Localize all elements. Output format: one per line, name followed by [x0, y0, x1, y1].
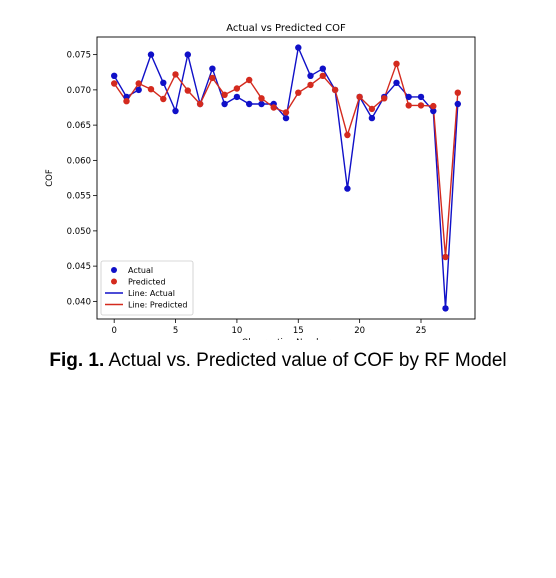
- data-point-actual: [282, 114, 290, 122]
- y-tick-label: 0.040: [67, 297, 91, 307]
- data-point-actual: [111, 72, 118, 80]
- data-point-predicted: [196, 100, 204, 108]
- data-point-actual: [147, 51, 155, 58]
- data-point-predicted: [319, 72, 326, 80]
- data-point-predicted: [307, 81, 314, 89]
- x-tick-label: 5: [173, 326, 178, 336]
- data-point-predicted: [221, 91, 228, 99]
- data-point-predicted: [344, 131, 351, 139]
- data-point-predicted: [246, 76, 253, 84]
- x-axis-label: Observation Number: [242, 338, 331, 340]
- data-point-predicted: [270, 104, 277, 111]
- y-tick-label: 0.055: [67, 192, 91, 202]
- data-point-predicted: [405, 102, 412, 109]
- data-point-predicted: [282, 109, 290, 116]
- data-point-predicted: [147, 86, 155, 93]
- data-point-predicted: [454, 89, 461, 96]
- x-tick-label: 15: [293, 326, 304, 336]
- x-tick-label: 25: [416, 326, 427, 336]
- data-point-actual: [417, 93, 425, 101]
- data-point-predicted: [135, 80, 142, 87]
- data-point-actual: [393, 79, 400, 87]
- data-point-predicted: [111, 80, 118, 87]
- legend-box: [100, 260, 194, 316]
- legend: Actual Predicted Line: Actual Line: Predict…: [100, 260, 194, 316]
- data-point-predicted: [184, 87, 191, 94]
- x-tick-label: 20: [354, 326, 365, 336]
- data-point-actual: [344, 185, 351, 192]
- data-point-predicted: [331, 86, 339, 94]
- data-point-predicted: [172, 71, 179, 78]
- data-point-actual: [221, 100, 228, 108]
- plot-frame: [96, 36, 476, 320]
- series-line-predicted: [113, 63, 459, 258]
- y-tick-label: 0.075: [67, 51, 91, 61]
- figure: Actual vs Predicted COF 0.040 0.045 0.050 0.…: [45, 23, 476, 340]
- data-point-predicted: [430, 102, 437, 110]
- data-point-predicted: [258, 95, 265, 102]
- chart-title: Actual vs Predicted COF: [226, 23, 346, 34]
- data-point-predicted: [295, 89, 302, 96]
- x-tick-label: 0: [111, 326, 116, 336]
- x-tick-label: 10: [231, 326, 242, 336]
- y-tick-label: 0.070: [67, 86, 91, 96]
- legend-label: Line: Predicted: [128, 301, 187, 310]
- data-point-predicted: [160, 95, 167, 103]
- data-point-actual: [405, 93, 412, 101]
- chart-svg: Actual vs Predicted COF 0.040 0.045 0.050 0.…: [45, 23, 476, 340]
- data-point-predicted: [123, 98, 130, 105]
- y-tick-label: 0.045: [67, 262, 91, 272]
- caption-label: Fig. 1.: [49, 350, 105, 371]
- data-point-predicted: [356, 93, 363, 101]
- legend-label: Actual: [128, 266, 153, 275]
- caption-text: Actual vs. Predicted value of COF by RF …: [104, 350, 507, 371]
- data-point-actual: [258, 100, 265, 108]
- data-point-actual: [184, 51, 191, 58]
- data-point-predicted: [368, 105, 376, 113]
- data-point-actual: [246, 100, 253, 108]
- data-point-actual: [307, 72, 314, 80]
- data-point-actual: [135, 86, 142, 94]
- data-point-actual: [368, 114, 376, 122]
- data-point-predicted: [417, 102, 425, 109]
- legend-label: Line: Actual: [128, 289, 175, 298]
- data-point-predicted: [233, 85, 241, 92]
- legend-marker: [111, 267, 117, 273]
- data-point-actual: [233, 93, 241, 101]
- data-point-actual: [209, 65, 216, 72]
- data-point-actual: [454, 100, 461, 108]
- data-point-predicted: [209, 74, 216, 82]
- data-point-predicted: [393, 60, 400, 67]
- y-tick-label: 0.050: [67, 227, 91, 237]
- y-tick-label: 0.065: [67, 121, 91, 131]
- data-point-actual: [172, 107, 179, 115]
- data-point-actual: [160, 79, 167, 87]
- data-point-predicted: [442, 253, 449, 261]
- legend-label: Predicted: [128, 278, 166, 287]
- data-point-actual: [295, 44, 302, 51]
- data-point-actual: [430, 107, 437, 115]
- data-point-predicted: [381, 95, 388, 102]
- y-tick-label: 0.060: [67, 156, 91, 166]
- y-axis-label: COF: [45, 169, 55, 187]
- data-point-actual: [442, 305, 449, 312]
- legend-marker: [111, 278, 117, 285]
- data-point-actual: [319, 65, 326, 72]
- figure-caption: Fig. 1. Actual vs. Predicted value of CO…: [0, 350, 556, 372]
